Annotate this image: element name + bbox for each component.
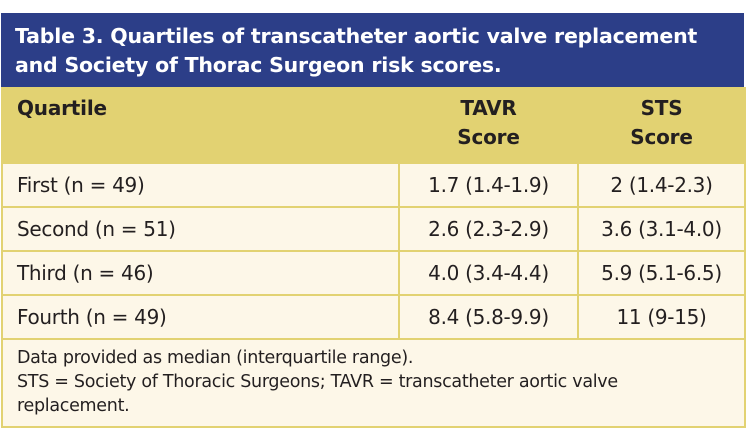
table-title-line-1: Table 3. Quartiles of transcatheter aort… bbox=[15, 24, 698, 48]
cell-quartile: Second (n = 51) bbox=[1, 206, 400, 252]
column-header-sts-label: STS bbox=[640, 96, 683, 120]
footnote-abbreviations: STS = Society of Thoracic Surgeons; TAVR… bbox=[17, 372, 618, 416]
table-row: Third (n = 46) 4.0 (3.4-4.4) 5.9 (5.1-6.… bbox=[1, 250, 746, 296]
table-row: First (n = 49) 1.7 (1.4-1.9) 2 (1.4-2.3) bbox=[1, 162, 746, 208]
column-header-sts-sublabel: Score bbox=[630, 125, 693, 149]
footnote-row: Data provided as median (interquartile r… bbox=[1, 338, 746, 428]
footnotes: Data provided as median (interquartile r… bbox=[1, 338, 746, 428]
cell-sts-score: 3.6 (3.1-4.0) bbox=[577, 206, 746, 252]
header-row: Quartile TAVR Score STS Score bbox=[1, 87, 746, 163]
column-header-tavr-label: TAVR bbox=[460, 96, 517, 120]
cell-sts-score: 5.9 (5.1-6.5) bbox=[577, 250, 746, 296]
footnote-median-iqr: Data provided as median (interquartile r… bbox=[17, 348, 414, 368]
table-row: Fourth (n = 49) 8.4 (5.8-9.9) 11 (9-15) bbox=[1, 294, 746, 340]
cell-tavr-score: 4.0 (3.4-4.4) bbox=[398, 250, 579, 296]
table-title-line-2: and Society of Thorac Surgeon risk score… bbox=[15, 53, 502, 77]
cell-tavr-score: 2.6 (2.3-2.9) bbox=[398, 206, 579, 252]
cell-quartile: Fourth (n = 49) bbox=[1, 294, 400, 340]
table-header: Quartile TAVR Score STS Score bbox=[1, 87, 746, 163]
column-header-quartile-label: Quartile bbox=[17, 96, 107, 120]
cell-quartile: First (n = 49) bbox=[1, 162, 400, 208]
cell-sts-score: 2 (1.4-2.3) bbox=[577, 162, 746, 208]
column-header-tavr-sublabel: Score bbox=[457, 125, 520, 149]
table-title: Table 3. Quartiles of transcatheter aort… bbox=[1, 13, 744, 87]
cell-tavr-score: 1.7 (1.4-1.9) bbox=[398, 162, 579, 208]
table-footer: Data provided as median (interquartile r… bbox=[1, 338, 746, 428]
column-header-sts-score: STS Score bbox=[577, 87, 746, 163]
cell-quartile: Third (n = 46) bbox=[1, 250, 400, 296]
quartiles-table: Quartile TAVR Score STS Score First (n =… bbox=[1, 87, 746, 428]
cell-sts-score: 11 (9-15) bbox=[577, 294, 746, 340]
table-body: First (n = 49) 1.7 (1.4-1.9) 2 (1.4-2.3)… bbox=[1, 162, 746, 340]
table-container: Table 3. Quartiles of transcatheter aort… bbox=[1, 13, 746, 428]
table-row: Second (n = 51) 2.6 (2.3-2.9) 3.6 (3.1-4… bbox=[1, 206, 746, 252]
cell-tavr-score: 8.4 (5.8-9.9) bbox=[398, 294, 579, 340]
column-header-quartile: Quartile bbox=[1, 87, 400, 163]
column-header-tavr-score: TAVR Score bbox=[398, 87, 579, 163]
